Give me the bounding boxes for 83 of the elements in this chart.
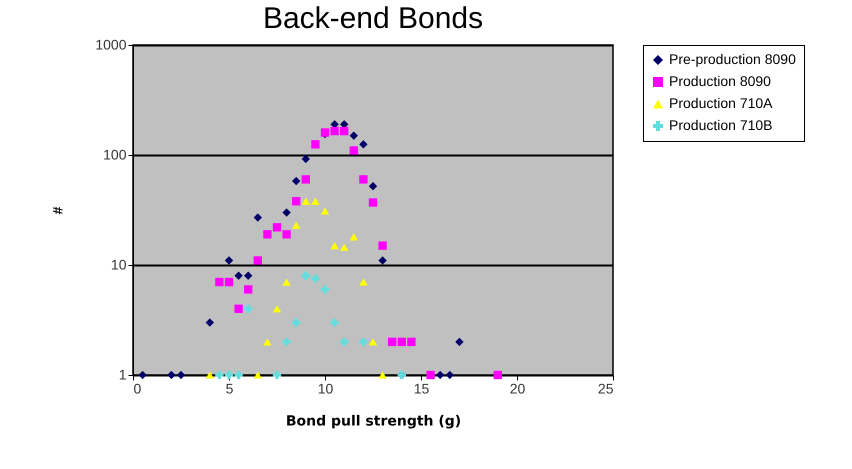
point <box>311 274 320 283</box>
point <box>446 370 454 380</box>
legend-label: Production 710B <box>669 117 773 133</box>
point <box>320 207 330 215</box>
point <box>272 223 282 232</box>
point <box>302 154 310 164</box>
point <box>282 230 291 239</box>
point <box>368 338 378 346</box>
point <box>378 371 387 379</box>
point <box>254 371 262 379</box>
point <box>167 370 176 380</box>
point <box>215 370 224 380</box>
x-tick-label: 5 <box>226 380 234 396</box>
point <box>398 338 406 346</box>
point <box>302 271 310 280</box>
point <box>234 304 243 313</box>
point <box>292 318 300 327</box>
point <box>350 131 358 140</box>
point <box>359 278 368 286</box>
point <box>282 278 291 286</box>
point <box>302 198 310 205</box>
legend-label: Pre-production 8090 <box>669 51 796 67</box>
point <box>272 305 282 312</box>
point <box>254 256 262 265</box>
x-tick-label: 15 <box>414 380 430 396</box>
point <box>340 244 348 251</box>
point <box>263 338 272 346</box>
point <box>234 370 243 380</box>
point <box>359 140 368 149</box>
point <box>359 338 368 346</box>
point <box>426 370 435 380</box>
point <box>282 208 291 217</box>
point <box>263 230 272 239</box>
point <box>206 318 214 327</box>
point <box>378 241 387 250</box>
point <box>340 126 348 136</box>
point <box>350 233 358 241</box>
point <box>407 338 416 346</box>
point <box>359 175 368 184</box>
point <box>436 370 444 380</box>
x-tick-label: 10 <box>318 380 334 396</box>
point <box>378 256 387 265</box>
point <box>302 175 310 184</box>
point <box>292 222 300 229</box>
point <box>330 242 339 250</box>
point <box>234 271 243 280</box>
point <box>292 176 300 186</box>
point <box>206 371 214 379</box>
x-tick-label: 0 <box>134 380 142 396</box>
point <box>494 370 502 380</box>
point <box>138 370 147 380</box>
y-tick-label: 10 <box>110 256 127 272</box>
x-tick-label: 20 <box>510 380 526 396</box>
x-axis-title: Bond pull strength (g) <box>286 414 462 430</box>
point <box>330 318 339 327</box>
point <box>254 213 262 222</box>
point <box>455 338 464 346</box>
point <box>311 198 320 205</box>
point <box>368 182 378 190</box>
point <box>244 285 252 294</box>
y-tick-label: 100 <box>103 146 127 162</box>
point <box>244 271 252 280</box>
y-axis-title: # <box>49 206 66 214</box>
point <box>311 140 320 149</box>
point <box>224 278 234 286</box>
y-tick-label: 1 <box>118 366 127 382</box>
point <box>224 256 234 265</box>
point <box>292 197 300 206</box>
legend-label: Production 8090 <box>669 73 772 89</box>
point <box>320 285 330 294</box>
point <box>176 370 186 380</box>
point <box>368 198 378 207</box>
point <box>244 304 252 313</box>
point <box>282 338 291 346</box>
chart-title: Back-end Bonds <box>262 2 484 35</box>
legend-label: Production 710A <box>669 95 774 111</box>
y-tick-label: 1000 <box>95 36 127 52</box>
x-tick-label: 25 <box>598 380 614 396</box>
point <box>215 278 224 286</box>
point <box>340 338 348 346</box>
point <box>350 146 358 155</box>
point <box>388 338 396 346</box>
point <box>330 126 339 136</box>
